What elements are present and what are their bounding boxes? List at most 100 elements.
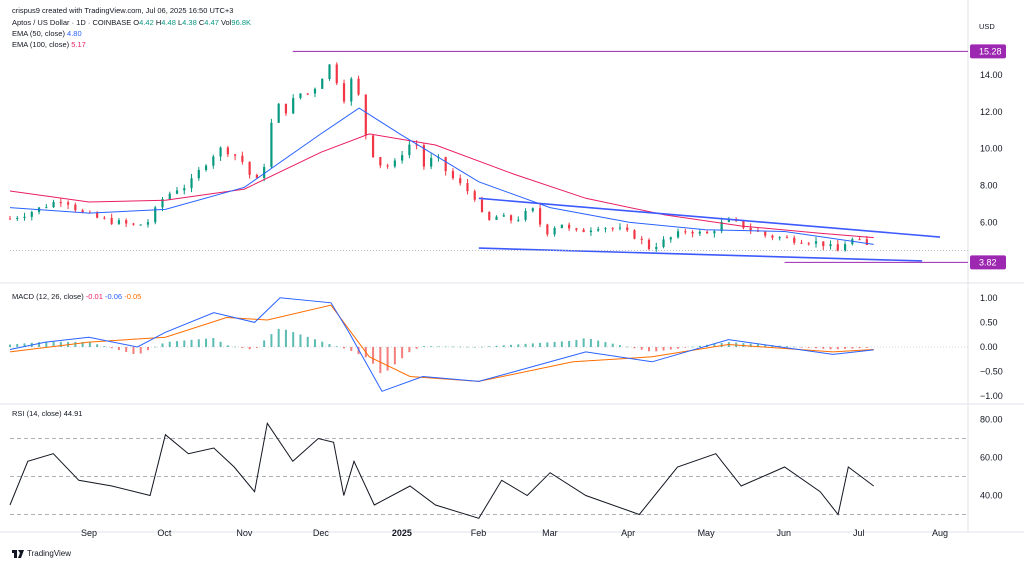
candle-body (655, 247, 658, 250)
tradingview-logo-icon (12, 549, 24, 558)
macd-histogram-bar (161, 343, 164, 347)
candle-body (132, 223, 135, 225)
macd-tick-label: 0.50 (980, 317, 998, 327)
price-tag-box (970, 44, 1006, 59)
ema50-label: EMA (50, close) (12, 29, 65, 38)
candle-body (110, 217, 113, 224)
candle-body (23, 216, 26, 219)
macd-histogram-bar (219, 341, 222, 347)
candle-body (241, 155, 244, 162)
macd-tick-label: −0.50 (980, 367, 1003, 377)
ema100-legend[interactable]: EMA (100, close) 5.17 (12, 40, 86, 50)
macd-line-value: -0.06 (105, 292, 123, 301)
macd-histogram-bar (313, 339, 316, 347)
price-tick-label: 6.00 (980, 217, 998, 227)
macd-label: MACD (12, 26, close) (12, 292, 84, 301)
macd-histogram-bar (836, 347, 839, 350)
candle-body (713, 231, 716, 234)
candle-body (342, 83, 346, 102)
macd-histogram-bar (190, 339, 193, 347)
rsi-pane[interactable] (9, 422, 968, 519)
candle-body (168, 193, 171, 199)
macd-histogram-bar (669, 347, 672, 350)
candle-body (459, 178, 462, 184)
macd-histogram-bar (466, 346, 469, 348)
candle-body (313, 88, 317, 94)
tradingview-logo[interactable]: TradingView (12, 549, 71, 558)
candle-body (531, 208, 534, 211)
candle-body (393, 160, 396, 167)
macd-histogram-bar (815, 347, 818, 349)
high-value: 4.48 (161, 18, 176, 27)
ema100-line (9, 133, 874, 239)
price-tick-label: 14.00 (980, 70, 1003, 80)
candle-body (553, 228, 556, 235)
price-pane[interactable] (8, 50, 968, 263)
candle-body (466, 183, 469, 192)
macd-histogram-bar (88, 342, 91, 347)
candle-body (444, 157, 447, 172)
candle-body (800, 242, 803, 244)
close-value: 4.47 (204, 18, 219, 27)
candle-body (604, 228, 607, 230)
candle-body (8, 218, 12, 220)
candle-body (357, 78, 360, 95)
candle-body (66, 202, 70, 205)
price-tag-label: 3.82 (979, 257, 997, 267)
macd-histogram-bar (234, 346, 237, 348)
candle-body (422, 145, 426, 167)
macd-histogram-bar (822, 347, 825, 349)
macd-histogram-bar (691, 346, 694, 348)
price-tag-box (970, 255, 1006, 270)
candle-body (538, 208, 542, 225)
rsi-tick-label: 80.00 (980, 415, 1003, 425)
macd-tick-label: 0.00 (980, 342, 998, 352)
macd-histogram-bar (393, 347, 396, 365)
macd-pane[interactable] (9, 297, 968, 392)
time-tick-label: Sep (81, 528, 97, 538)
candle-body (183, 188, 186, 191)
macd-legend[interactable]: MACD (12, 26, close) -0.01 -0.06 -0.05 (12, 292, 141, 302)
macd-histogram-bar (372, 347, 375, 364)
symbol-name[interactable]: Aptos / US Dollar · 1D · COINBASE (12, 18, 132, 27)
candle-body (59, 202, 62, 204)
candle-body (742, 220, 745, 228)
candle-body (749, 227, 752, 231)
macd-histogram-bar (531, 343, 534, 347)
rsi-label: RSI (14, close) (12, 409, 62, 418)
axis-layer: 14.00 12.00 10.00 8.00 6.00 15.28 3.82 1.00 0.50… (81, 44, 1006, 538)
macd-histogram-bar (473, 346, 476, 348)
candle-body (117, 220, 121, 224)
candle-body (386, 165, 389, 167)
candle-body (146, 222, 150, 225)
macd-histogram-bar (45, 341, 48, 347)
macd-histogram-bar (292, 332, 295, 347)
creator-text: crispus9 created with TradingView.com, J… (12, 6, 234, 15)
rsi-legend[interactable]: RSI (14, close) 44.91 (12, 409, 82, 419)
candle-body (299, 93, 302, 99)
macd-histogram-bar (459, 346, 462, 348)
macd-histogram-bar (103, 346, 106, 347)
candle-body (633, 230, 636, 239)
candle-body (204, 165, 208, 171)
symbol-legend[interactable]: Aptos / US Dollar · 1D · COINBASE O4.42 … (12, 18, 252, 27)
macd-histogram-bar (248, 347, 251, 350)
candle-body (698, 231, 701, 234)
currency-label: USD (979, 22, 995, 31)
ema100-value: 5.17 (71, 40, 86, 49)
macd-histogram-bar (415, 347, 418, 349)
candle-body (589, 230, 593, 233)
candle-body (793, 237, 796, 243)
candle-body (45, 207, 48, 209)
candle-body (415, 144, 418, 146)
ema50-legend[interactable]: EMA (50, close) 4.80 (12, 29, 82, 39)
time-tick-label: Oct (157, 528, 172, 538)
macd-histogram-bar (582, 338, 585, 347)
macd-histogram-bar (430, 346, 433, 347)
time-tick-label: May (698, 528, 716, 538)
macd-histogram-bar (284, 329, 287, 347)
macd-histogram-bar (568, 340, 571, 347)
rsi-tick-label: 60.00 (980, 453, 1003, 463)
macd-histogram-bar (357, 347, 360, 355)
